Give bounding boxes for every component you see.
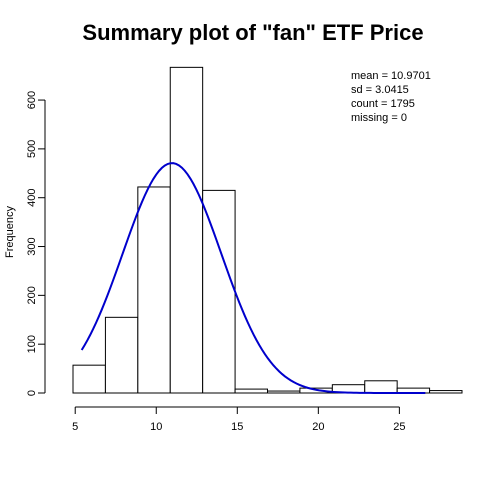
x-tick-label-5: 5 — [72, 421, 78, 433]
y-tick-label-600: 600 — [26, 91, 38, 109]
x-tick-label-20: 20 — [312, 421, 324, 433]
x-tick-label-15: 15 — [231, 421, 243, 433]
histogram-bar-6 — [267, 390, 301, 394]
y-axis: 0 100 200 300 400 500 600 — [26, 91, 46, 396]
y-tick-label-500: 500 — [26, 140, 38, 158]
stat-line-0: mean = 10.9701 — [351, 70, 431, 82]
density-curve — [80, 162, 426, 394]
stat-line-1: sd = 3.0415 — [351, 84, 409, 96]
histogram-bar-1 — [104, 316, 139, 394]
histogram-bar-3 — [169, 66, 204, 394]
stat-line-2: count = 1795 — [351, 98, 415, 110]
y-tick-label-300: 300 — [26, 237, 38, 255]
bars-group — [72, 66, 463, 394]
y-axis-label: Frequency — [4, 206, 16, 258]
density-curve-group — [80, 162, 426, 394]
y-tick-label-200: 200 — [26, 286, 38, 304]
x-axis: 5 10 15 20 25 — [72, 406, 406, 433]
histogram-bar-11 — [429, 390, 463, 394]
y-tick-label-100: 100 — [26, 335, 38, 353]
histogram-bar-4 — [202, 189, 236, 394]
histogram-bar-9 — [364, 380, 398, 394]
y-tick-label-400: 400 — [26, 189, 38, 207]
stats-box: mean = 10.9701 sd = 3.0415 count = 1795 mis… — [351, 70, 431, 124]
histogram-bar-5 — [234, 388, 268, 394]
stat-line-3: missing = 0 — [351, 112, 407, 124]
histogram-bar-0 — [72, 364, 106, 394]
chart-title: Summary plot of "fan" ETF Price — [82, 20, 423, 45]
x-tick-label-25: 25 — [393, 421, 405, 433]
histogram-bar-2 — [137, 186, 171, 394]
y-tick-label-0: 0 — [26, 390, 38, 396]
x-tick-label-10: 10 — [150, 421, 162, 433]
